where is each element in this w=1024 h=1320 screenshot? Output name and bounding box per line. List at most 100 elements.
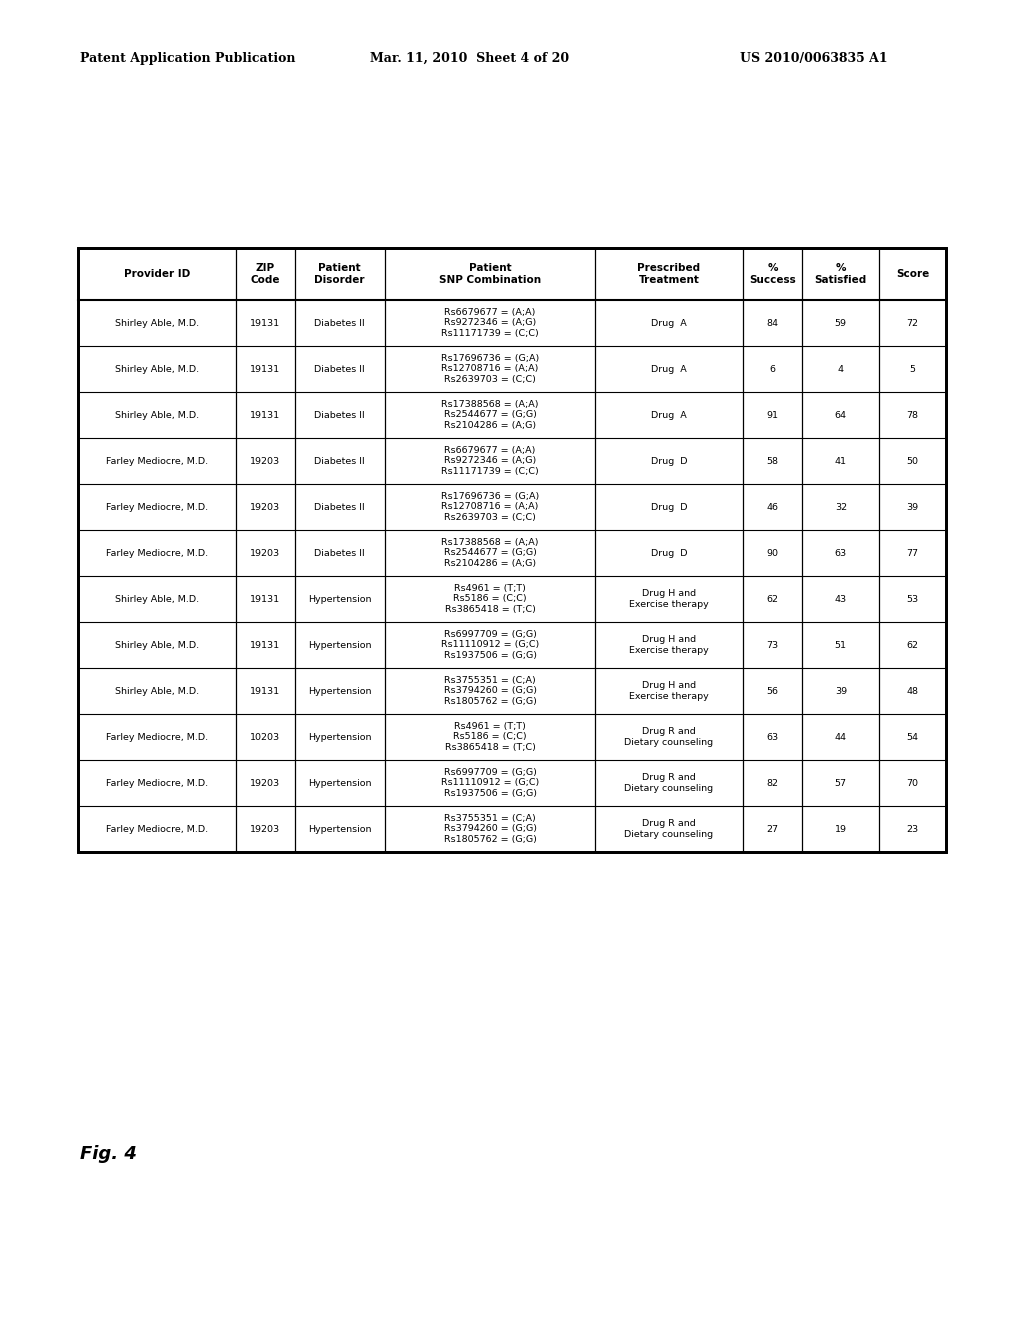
Text: 32: 32 (835, 503, 847, 511)
Text: Farley Mediocre, M.D.: Farley Mediocre, M.D. (105, 825, 208, 833)
Text: 64: 64 (835, 411, 847, 420)
Text: 77: 77 (906, 549, 919, 557)
Text: 82: 82 (766, 779, 778, 788)
Text: Drug H and
Exercise therapy: Drug H and Exercise therapy (629, 589, 709, 609)
Text: 19203: 19203 (250, 825, 281, 833)
Text: 63: 63 (766, 733, 778, 742)
Text: Score: Score (896, 269, 930, 279)
Text: 53: 53 (906, 594, 919, 603)
Text: 19131: 19131 (250, 686, 281, 696)
Text: 62: 62 (906, 640, 919, 649)
Text: 44: 44 (835, 733, 847, 742)
Text: Hypertension: Hypertension (308, 640, 372, 649)
Text: Shirley Able, M.D.: Shirley Able, M.D. (115, 640, 199, 649)
Text: Drug R and
Dietary counseling: Drug R and Dietary counseling (625, 727, 714, 747)
Text: Drug  A: Drug A (651, 411, 687, 420)
Text: Diabetes II: Diabetes II (314, 318, 366, 327)
Text: 84: 84 (766, 318, 778, 327)
Text: Farley Mediocre, M.D.: Farley Mediocre, M.D. (105, 503, 208, 511)
Text: Rs17388568 = (A;A)
Rs2544677 = (G;G)
Rs2104286 = (A;G): Rs17388568 = (A;A) Rs2544677 = (G;G) Rs2… (441, 537, 539, 568)
Text: Rs4961 = (T;T)
Rs5186 = (C;C)
Rs3865418 = (T;C): Rs4961 = (T;T) Rs5186 = (C;C) Rs3865418 … (444, 722, 536, 752)
Text: Hypertension: Hypertension (308, 825, 372, 833)
Text: 46: 46 (766, 503, 778, 511)
Text: Rs6679677 = (A;A)
Rs9272346 = (A;G)
Rs11171739 = (C;C): Rs6679677 = (A;A) Rs9272346 = (A;G) Rs11… (441, 308, 539, 338)
Text: 27: 27 (766, 825, 778, 833)
Text: 19131: 19131 (250, 318, 281, 327)
Text: 58: 58 (766, 457, 778, 466)
Text: Shirley Able, M.D.: Shirley Able, M.D. (115, 686, 199, 696)
Text: Hypertension: Hypertension (308, 594, 372, 603)
Text: 48: 48 (906, 686, 919, 696)
Text: 51: 51 (835, 640, 847, 649)
Text: 19: 19 (835, 825, 847, 833)
Text: Farley Mediocre, M.D.: Farley Mediocre, M.D. (105, 457, 208, 466)
Text: Diabetes II: Diabetes II (314, 457, 366, 466)
Bar (78, 248, 946, 851)
Text: Rs4961 = (T;T)
Rs5186 = (C;C)
Rs3865418 = (T;C): Rs4961 = (T;T) Rs5186 = (C;C) Rs3865418 … (444, 583, 536, 614)
Text: Diabetes II: Diabetes II (314, 549, 366, 557)
Text: %
Success: % Success (749, 263, 796, 285)
Text: Patient
Disorder: Patient Disorder (314, 263, 365, 285)
Text: Rs6997709 = (G;G)
Rs11110912 = (G;C)
Rs1937506 = (G;G): Rs6997709 = (G;G) Rs11110912 = (G;C) Rs1… (441, 630, 540, 660)
Text: Rs6679677 = (A;A)
Rs9272346 = (A;G)
Rs11171739 = (C;C): Rs6679677 = (A;A) Rs9272346 = (A;G) Rs11… (441, 446, 539, 477)
Text: Rs6997709 = (G;G)
Rs11110912 = (G;C)
Rs1937506 = (G;G): Rs6997709 = (G;G) Rs11110912 = (G;C) Rs1… (441, 768, 540, 799)
Text: Patent Application Publication: Patent Application Publication (80, 51, 296, 65)
Text: Diabetes II: Diabetes II (314, 503, 366, 511)
Text: Diabetes II: Diabetes II (314, 364, 366, 374)
Text: Farley Mediocre, M.D.: Farley Mediocre, M.D. (105, 779, 208, 788)
Text: 78: 78 (906, 411, 919, 420)
Text: 62: 62 (766, 594, 778, 603)
Text: Shirley Able, M.D.: Shirley Able, M.D. (115, 364, 199, 374)
Text: Drug  A: Drug A (651, 318, 687, 327)
Text: Shirley Able, M.D.: Shirley Able, M.D. (115, 318, 199, 327)
Text: 63: 63 (835, 549, 847, 557)
Text: Mar. 11, 2010  Sheet 4 of 20: Mar. 11, 2010 Sheet 4 of 20 (370, 51, 569, 65)
Text: Rs3755351 = (C;A)
Rs3794260 = (G;G)
Rs1805762 = (G;G): Rs3755351 = (C;A) Rs3794260 = (G;G) Rs18… (443, 676, 537, 706)
Text: Rs3755351 = (C;A)
Rs3794260 = (G;G)
Rs1805762 = (G;G): Rs3755351 = (C;A) Rs3794260 = (G;G) Rs18… (443, 813, 537, 845)
Text: 19203: 19203 (250, 503, 281, 511)
Text: Drug  A: Drug A (651, 364, 687, 374)
Text: Drug  D: Drug D (650, 503, 687, 511)
Text: Hypertension: Hypertension (308, 686, 372, 696)
Text: Hypertension: Hypertension (308, 733, 372, 742)
Text: Drug R and
Dietary counseling: Drug R and Dietary counseling (625, 820, 714, 840)
Text: Rs17388568 = (A;A)
Rs2544677 = (G;G)
Rs2104286 = (A;G): Rs17388568 = (A;A) Rs2544677 = (G;G) Rs2… (441, 400, 539, 430)
Text: Drug R and
Dietary counseling: Drug R and Dietary counseling (625, 774, 714, 793)
Text: 6: 6 (769, 364, 775, 374)
Text: Hypertension: Hypertension (308, 779, 372, 788)
Text: Drug H and
Exercise therapy: Drug H and Exercise therapy (629, 681, 709, 701)
Text: Provider ID: Provider ID (124, 269, 190, 279)
Bar (78, 248, 946, 851)
Text: 56: 56 (766, 686, 778, 696)
Text: 5: 5 (909, 364, 915, 374)
Text: 23: 23 (906, 825, 919, 833)
Text: 54: 54 (906, 733, 919, 742)
Text: Farley Mediocre, M.D.: Farley Mediocre, M.D. (105, 733, 208, 742)
Text: 19203: 19203 (250, 779, 281, 788)
Text: 90: 90 (766, 549, 778, 557)
Text: 19131: 19131 (250, 594, 281, 603)
Text: 4: 4 (838, 364, 844, 374)
Text: 19131: 19131 (250, 364, 281, 374)
Text: Shirley Able, M.D.: Shirley Able, M.D. (115, 411, 199, 420)
Text: US 2010/0063835 A1: US 2010/0063835 A1 (740, 51, 888, 65)
Text: 50: 50 (906, 457, 919, 466)
Text: Drug  D: Drug D (650, 457, 687, 466)
Text: 19131: 19131 (250, 411, 281, 420)
Text: 41: 41 (835, 457, 847, 466)
Text: 72: 72 (906, 318, 919, 327)
Text: 19131: 19131 (250, 640, 281, 649)
Text: 19203: 19203 (250, 457, 281, 466)
Text: 91: 91 (766, 411, 778, 420)
Text: 39: 39 (906, 503, 919, 511)
Text: Drug H and
Exercise therapy: Drug H and Exercise therapy (629, 635, 709, 655)
Text: Shirley Able, M.D.: Shirley Able, M.D. (115, 594, 199, 603)
Text: 70: 70 (906, 779, 919, 788)
Text: Drug  D: Drug D (650, 549, 687, 557)
Text: Diabetes II: Diabetes II (314, 411, 366, 420)
Text: 73: 73 (766, 640, 778, 649)
Text: Patient
SNP Combination: Patient SNP Combination (439, 263, 541, 285)
Text: Rs17696736 = (G;A)
Rs12708716 = (A;A)
Rs2639703 = (C;C): Rs17696736 = (G;A) Rs12708716 = (A;A) Rs… (441, 354, 540, 384)
Text: 59: 59 (835, 318, 847, 327)
Text: Prescribed
Treatment: Prescribed Treatment (637, 263, 700, 285)
